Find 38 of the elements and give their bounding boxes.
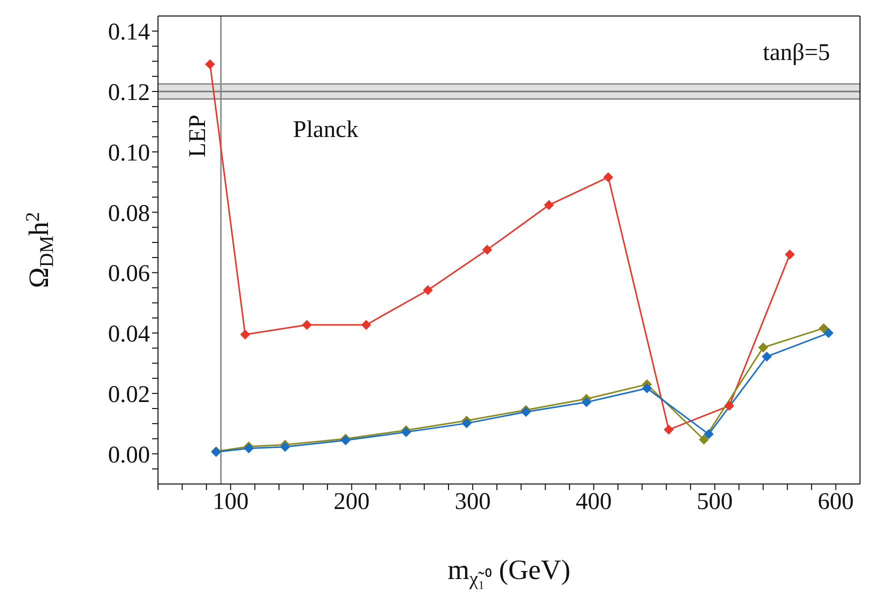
ref-line-label: LEP — [184, 114, 211, 158]
point — [581, 397, 592, 408]
point — [724, 400, 734, 411]
point — [240, 330, 250, 340]
point — [762, 352, 772, 362]
y-tick-label: 0.08 — [108, 200, 150, 227]
point — [784, 250, 795, 260]
y-tick-label: 0.14 — [108, 20, 150, 46]
x-tick-label: 300 — [454, 489, 491, 516]
annotation: tanβ=5 — [762, 40, 830, 67]
x-tick-label: 500 — [696, 489, 733, 516]
x-tick-label: 600 — [818, 489, 854, 516]
x-tick-label: 100 — [212, 489, 249, 516]
point — [664, 424, 674, 435]
y-tick-label: 0.00 — [108, 442, 150, 468]
x-tick-label: 200 — [334, 489, 370, 516]
y-tick-label: 0.02 — [108, 382, 150, 408]
point — [698, 434, 709, 445]
point — [642, 383, 652, 394]
point — [758, 342, 768, 353]
point — [544, 200, 554, 210]
point — [361, 320, 372, 330]
point — [462, 418, 472, 428]
y-tick-label: 0.12 — [108, 80, 150, 106]
point — [422, 285, 433, 296]
point — [205, 59, 216, 70]
band-label: Planck — [293, 117, 358, 144]
point — [302, 320, 312, 330]
x-tick-label: 400 — [576, 489, 612, 516]
point — [603, 172, 614, 182]
point — [824, 328, 834, 338]
point — [482, 244, 492, 255]
y-tick-label: 0.10 — [108, 140, 150, 166]
y-tick-label: 0.04 — [108, 322, 150, 348]
point — [704, 429, 714, 440]
point — [818, 323, 829, 334]
x-axis-title: m$_{χ̃₁⁰}$ (GeV) — [448, 555, 570, 590]
y-tick-label: 0.06 — [108, 261, 150, 288]
